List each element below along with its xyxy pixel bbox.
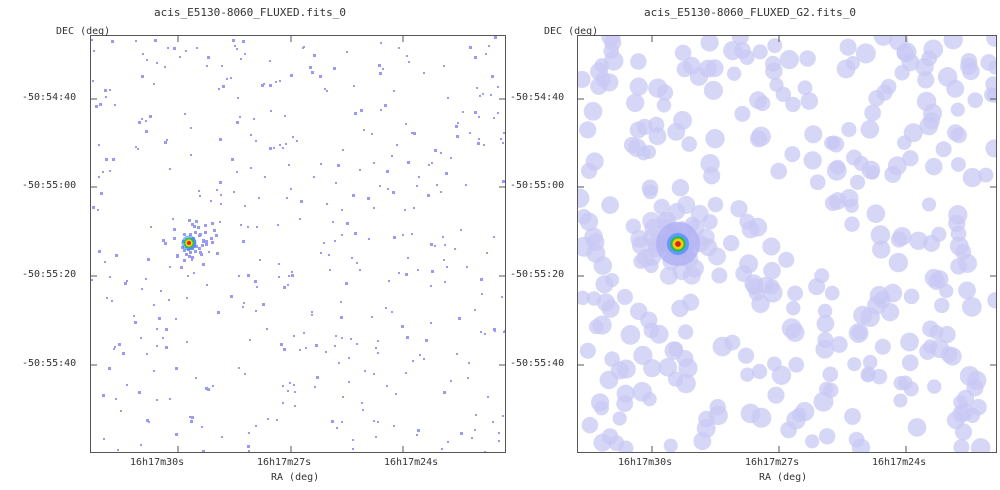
left-x-tick-label: 16h17m24s <box>384 457 439 468</box>
left-y-tick-label: -50:55:00 <box>22 180 77 191</box>
left-y-tick-label: -50:54:40 <box>22 92 77 103</box>
right-panel-title: acis_E5130-8060_FLUXED_G2.fits_0 <box>644 6 856 19</box>
left-image-canvas[interactable] <box>90 35 506 453</box>
right-y-axis-label: DEC (deg) <box>544 26 599 37</box>
left-y-tick-label: -50:55:40 <box>22 358 77 369</box>
left-x-tick-label: 16h17m27s <box>257 457 312 468</box>
left-panel-title: acis_E5130-8060_FLUXED.fits_0 <box>153 6 347 19</box>
right-y-tick-label: -50:55:40 <box>510 358 565 369</box>
left-y-axis-label: DEC (deg) <box>56 26 111 37</box>
right-image-map <box>578 36 996 452</box>
right-x-axis-label: RA (deg) <box>759 472 808 483</box>
left-x-tick-label: 16h17m30s <box>130 457 185 468</box>
right-y-tick-label: -50:55:20 <box>510 269 565 280</box>
left-x-axis-label: RA (deg) <box>271 472 320 483</box>
left-image-map <box>91 36 505 452</box>
right-y-tick-label: -50:55:00 <box>510 180 565 191</box>
right-x-tick-label: 16h17m27s <box>745 457 800 468</box>
left-image-panel: acis_E5130-8060_FLUXED.fits_0 DEC (deg) … <box>22 6 506 483</box>
right-x-tick-label: 16h17m24s <box>872 457 927 468</box>
right-image-canvas[interactable] <box>577 35 997 453</box>
left-y-tick-label: -50:55:20 <box>22 269 77 280</box>
right-x-tick-label: 16h17m30s <box>618 457 673 468</box>
right-y-tick-label: -50:54:40 <box>510 92 565 103</box>
right-image-panel: acis_E5130-8060_FLUXED_G2.fits_0 DEC (de… <box>500 0 1000 490</box>
